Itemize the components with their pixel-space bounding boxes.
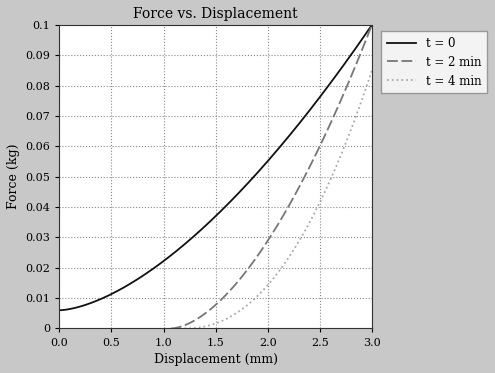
t = 0 [205, 221, 211, 226]
X-axis label: Displacement (mm): Displacement (mm) [153, 353, 278, 366]
t = 4 min [369, 68, 375, 73]
t = 4 min [182, 326, 188, 331]
Legend: t = 0, t = 2 min, t = 4 min: t = 0, t = 2 min, t = 4 min [381, 31, 488, 93]
t = 0 [207, 220, 213, 224]
t = 2 min [265, 239, 271, 243]
t = 2 min [263, 241, 269, 245]
t = 2 min [168, 326, 174, 331]
t = 2 min [277, 219, 283, 224]
t = 0 [226, 201, 232, 206]
t = 4 min [272, 275, 278, 279]
t = 0 [369, 23, 375, 27]
t = 2 min [369, 23, 375, 27]
t = 4 min [283, 259, 289, 264]
t = 2 min [333, 110, 339, 114]
t = 0 [312, 100, 318, 105]
Y-axis label: Force (kg): Force (kg) [7, 144, 20, 209]
t = 2 min [364, 35, 370, 40]
t = 4 min [293, 244, 299, 248]
t = 4 min [270, 276, 276, 280]
Line: t = 4 min: t = 4 min [185, 70, 372, 329]
Title: Force vs. Displacement: Force vs. Displacement [133, 7, 298, 21]
t = 4 min [364, 82, 370, 86]
t = 0 [361, 34, 367, 38]
t = 4 min [335, 160, 341, 164]
t = 2 min [288, 201, 294, 205]
t = 0 [243, 184, 248, 188]
Line: t = 2 min: t = 2 min [171, 25, 372, 329]
Line: t = 0: t = 0 [59, 25, 372, 310]
t = 0 [56, 308, 62, 313]
